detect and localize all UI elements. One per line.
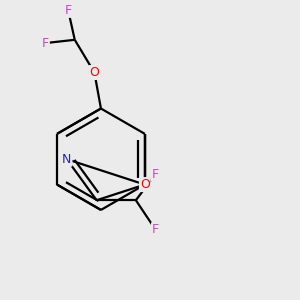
Text: F: F	[152, 223, 159, 236]
Text: F: F	[42, 37, 49, 50]
Text: N: N	[62, 153, 71, 166]
Text: F: F	[152, 168, 159, 181]
Text: O: O	[140, 178, 150, 191]
Text: F: F	[64, 4, 72, 17]
Text: O: O	[89, 66, 99, 79]
